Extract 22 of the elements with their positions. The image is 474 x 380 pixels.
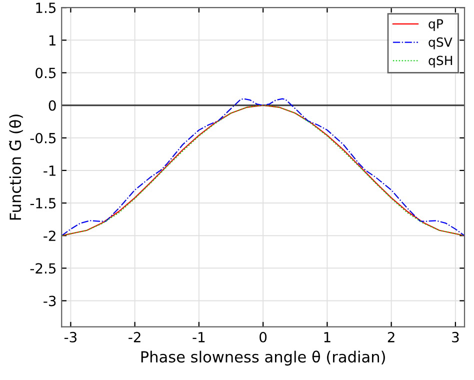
y-tick-label: 1 — [49, 35, 56, 46]
x-tick-label: -1 — [192, 332, 205, 342]
x-tick-label: -2 — [128, 332, 140, 342]
x-tick-label: 2 — [388, 332, 394, 342]
x-tick-label: 1 — [324, 332, 330, 342]
y-tick-label: -3 — [44, 296, 56, 306]
y-tick-label: -2 — [44, 230, 56, 241]
legend-label: qSV — [428, 37, 452, 50]
y-tick-label: -2.5 — [30, 263, 56, 274]
x-tick-label: 3 — [452, 332, 459, 342]
y-tick-label: 0.5 — [36, 68, 56, 78]
y-tick-label: 0 — [48, 100, 56, 111]
legend-label: qP — [428, 19, 444, 31]
legend-label: qSH — [428, 56, 452, 68]
y-axis-title: Function G̃ (θ) — [9, 114, 23, 220]
x-tick-label: -3 — [64, 332, 77, 342]
y-tick-label: -1 — [44, 166, 56, 176]
x-tick-label: 0 — [260, 332, 267, 342]
x-axis-title: Phase slowness angle θ (radian) — [141, 350, 385, 366]
y-tick-label: -1.5 — [30, 198, 56, 209]
y-tick-label: -0.5 — [30, 132, 56, 144]
y-tick-label: 1.5 — [36, 2, 56, 14]
